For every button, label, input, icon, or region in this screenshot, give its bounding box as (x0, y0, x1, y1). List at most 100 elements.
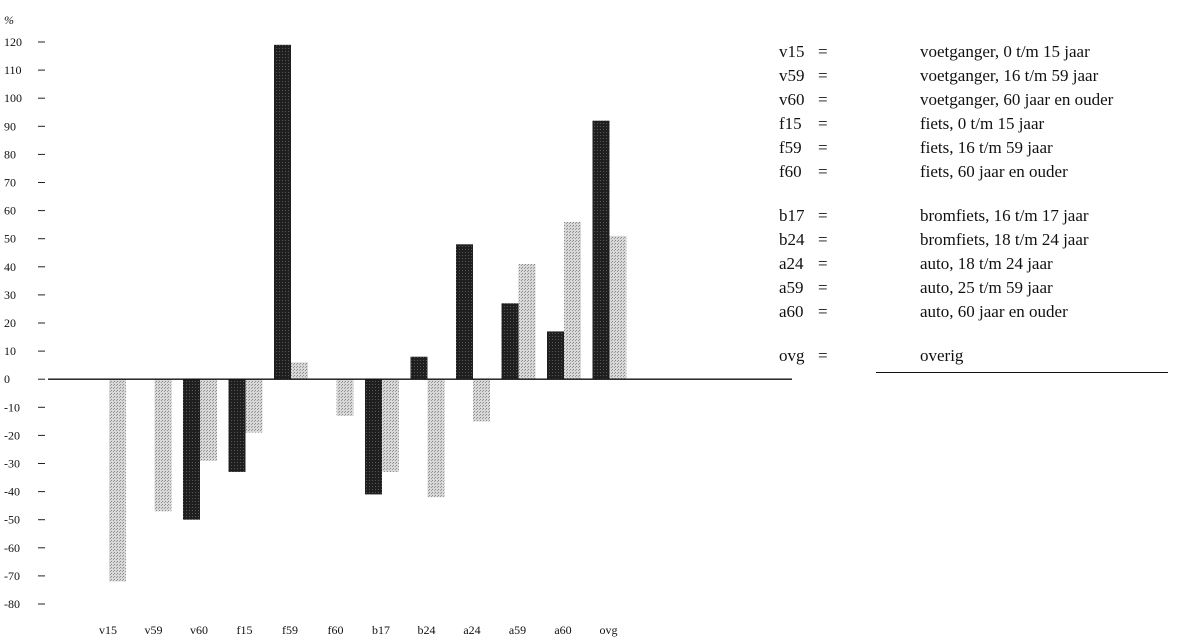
legend-code: ovg (779, 346, 805, 365)
legend-entry-a59: a59 = auto, 25 t/m 59 jaar (779, 276, 1200, 300)
y-tick-label: 60 (4, 204, 16, 218)
bar-a60-series-1 (547, 331, 564, 380)
legend-code: f59 (779, 138, 802, 157)
bar-ovg-series-1 (592, 120, 610, 380)
legend-bottom-rule (876, 372, 1168, 373)
x-tick-label: v15 (99, 623, 117, 637)
y-tick-label: -50 (4, 513, 20, 527)
legend-code: f60 (779, 162, 802, 181)
legend-description: bromfiets, 16 t/m 17 jaar (920, 206, 1089, 225)
legend-code: b17 (779, 206, 805, 225)
y-tick-label: 120 (4, 35, 22, 49)
bar-b24-series-2 (427, 379, 445, 498)
x-tick-label: f15 (237, 623, 253, 637)
y-tick-label: -30 (4, 457, 20, 471)
y-tick-label: 100 (4, 91, 22, 105)
legend-description: voetganger, 60 jaar en ouder (920, 90, 1114, 109)
legend-entry-v59: v59 = voetganger, 16 t/m 59 jaar (779, 64, 1200, 88)
bar-f15-series-1 (228, 379, 246, 472)
x-tick-label: f60 (328, 623, 344, 637)
legend-spacer (876, 324, 1200, 344)
y-axis: 1201101009080706050403020100-10-20-30-40… (4, 35, 45, 611)
bar-f59-series-2 (291, 362, 308, 380)
bar-a24-series-1 (456, 244, 473, 380)
x-tick-label: a59 (509, 623, 526, 637)
legend-code: a59 (779, 278, 804, 297)
bar-a59-series-2 (518, 263, 536, 380)
bar-b17-series-2 (382, 379, 399, 472)
y-tick-label: -70 (4, 569, 20, 583)
y-tick-label: 90 (4, 119, 16, 133)
bar-a59-series-1 (501, 303, 519, 380)
legend-entry-ovg: ovg = overig (779, 344, 1200, 368)
legend-entry-a24: a24 = auto, 18 t/m 24 jaar (779, 252, 1200, 276)
bar-v59-series-2 (154, 379, 172, 512)
bar-v60-series-1 (183, 379, 200, 520)
bar-b17-series-1 (365, 379, 382, 495)
legend-description: voetganger, 16 t/m 59 jaar (920, 66, 1099, 85)
x-tick-label: ovg (600, 623, 618, 637)
legend-description: bromfiets, 18 t/m 24 jaar (920, 230, 1089, 249)
y-tick-label: 30 (4, 288, 16, 302)
legend-entry-b24: b24 = bromfiets, 18 t/m 24 jaar (779, 228, 1200, 252)
y-tick-label: 70 (4, 176, 16, 190)
y-tick-label: 40 (4, 260, 16, 274)
x-tick-label: b24 (418, 623, 436, 637)
legend-code: v59 (779, 66, 805, 85)
x-axis: v15 v59 v60 f15 f59 f60 b17 b24 a24 a59 a60 ovg (99, 623, 618, 637)
bar-f60-series-2 (336, 379, 354, 416)
legend-description: fiets, 0 t/m 15 jaar (920, 114, 1045, 133)
legend-entry-a60: a60 = auto, 60 jaar en ouder (779, 300, 1200, 324)
legend-description: fiets, 60 jaar en ouder (920, 162, 1068, 181)
x-tick-label: f59 (282, 623, 298, 637)
y-tick-label: -40 (4, 485, 20, 499)
bar-f15-series-2 (245, 379, 263, 433)
y-tick-label: -80 (4, 597, 20, 611)
y-tick-label: -60 (4, 541, 20, 555)
legend-code: a60 (779, 302, 804, 321)
bars (48, 44, 792, 582)
legend-entry-f15: f15 = fiets, 0 t/m 15 jaar (779, 112, 1200, 136)
x-tick-label: b17 (372, 623, 390, 637)
legend-description: overig (920, 346, 964, 365)
bar-a60-series-2 (564, 221, 581, 380)
legend-entry-f60: f60 = fiets, 60 jaar en ouder (779, 160, 1200, 184)
legend-spacer (876, 184, 1200, 204)
y-tick-label: 20 (4, 316, 16, 330)
bar-chart: % 1201101009080706050403020100-10-20-30-… (4, 13, 792, 637)
legend-code: f15 (779, 114, 802, 133)
legend-entry-v60: v60 = voetganger, 60 jaar en ouder (779, 88, 1200, 112)
y-tick-label: 50 (4, 232, 16, 246)
y-unit-label: % (4, 13, 14, 27)
legend-description: auto, 18 t/m 24 jaar (920, 254, 1053, 273)
y-tick-label: -20 (4, 428, 20, 442)
y-tick-label: -10 (4, 400, 20, 414)
legend-entry-f59: f59 = fiets, 16 t/m 59 jaar (779, 136, 1200, 160)
legend-entries: v15 = voetganger, 0 t/m 15 jaar v59 = voetgan… (779, 40, 1200, 368)
legend-description: voetganger, 0 t/m 15 jaar (920, 42, 1090, 61)
legend-description: auto, 60 jaar en ouder (920, 302, 1068, 321)
legend-description: auto, 25 t/m 59 jaar (920, 278, 1053, 297)
y-tick-label: 80 (4, 147, 16, 161)
legend-description: fiets, 16 t/m 59 jaar (920, 138, 1053, 157)
legend-entry-b17: b17 = bromfiets, 16 t/m 17 jaar (779, 204, 1200, 228)
x-tick-label: v59 (145, 623, 163, 637)
x-tick-label: v60 (190, 623, 208, 637)
bar-v60-series-2 (200, 379, 217, 461)
legend: v15 = voetganger, 0 t/m 15 jaar v59 = voetgan… (779, 40, 1200, 373)
x-tick-label: a24 (463, 623, 480, 637)
bar-a24-series-2 (473, 379, 490, 422)
x-tick-label: a60 (554, 623, 571, 637)
bar-v15-series-2 (109, 379, 126, 582)
legend-code: a24 (779, 254, 804, 273)
legend-code: v15 (779, 42, 805, 61)
y-tick-label: 110 (4, 63, 22, 77)
y-tick-label: 10 (4, 344, 16, 358)
legend-code: b24 (779, 230, 805, 249)
y-tick-label: 0 (4, 372, 10, 386)
bar-f59-series-1 (274, 44, 291, 380)
legend-entry-v15: v15 = voetganger, 0 t/m 15 jaar (779, 40, 1200, 64)
bar-ovg-series-2 (609, 235, 627, 380)
legend-code: v60 (779, 90, 805, 109)
bar-b24-series-1 (410, 356, 428, 380)
